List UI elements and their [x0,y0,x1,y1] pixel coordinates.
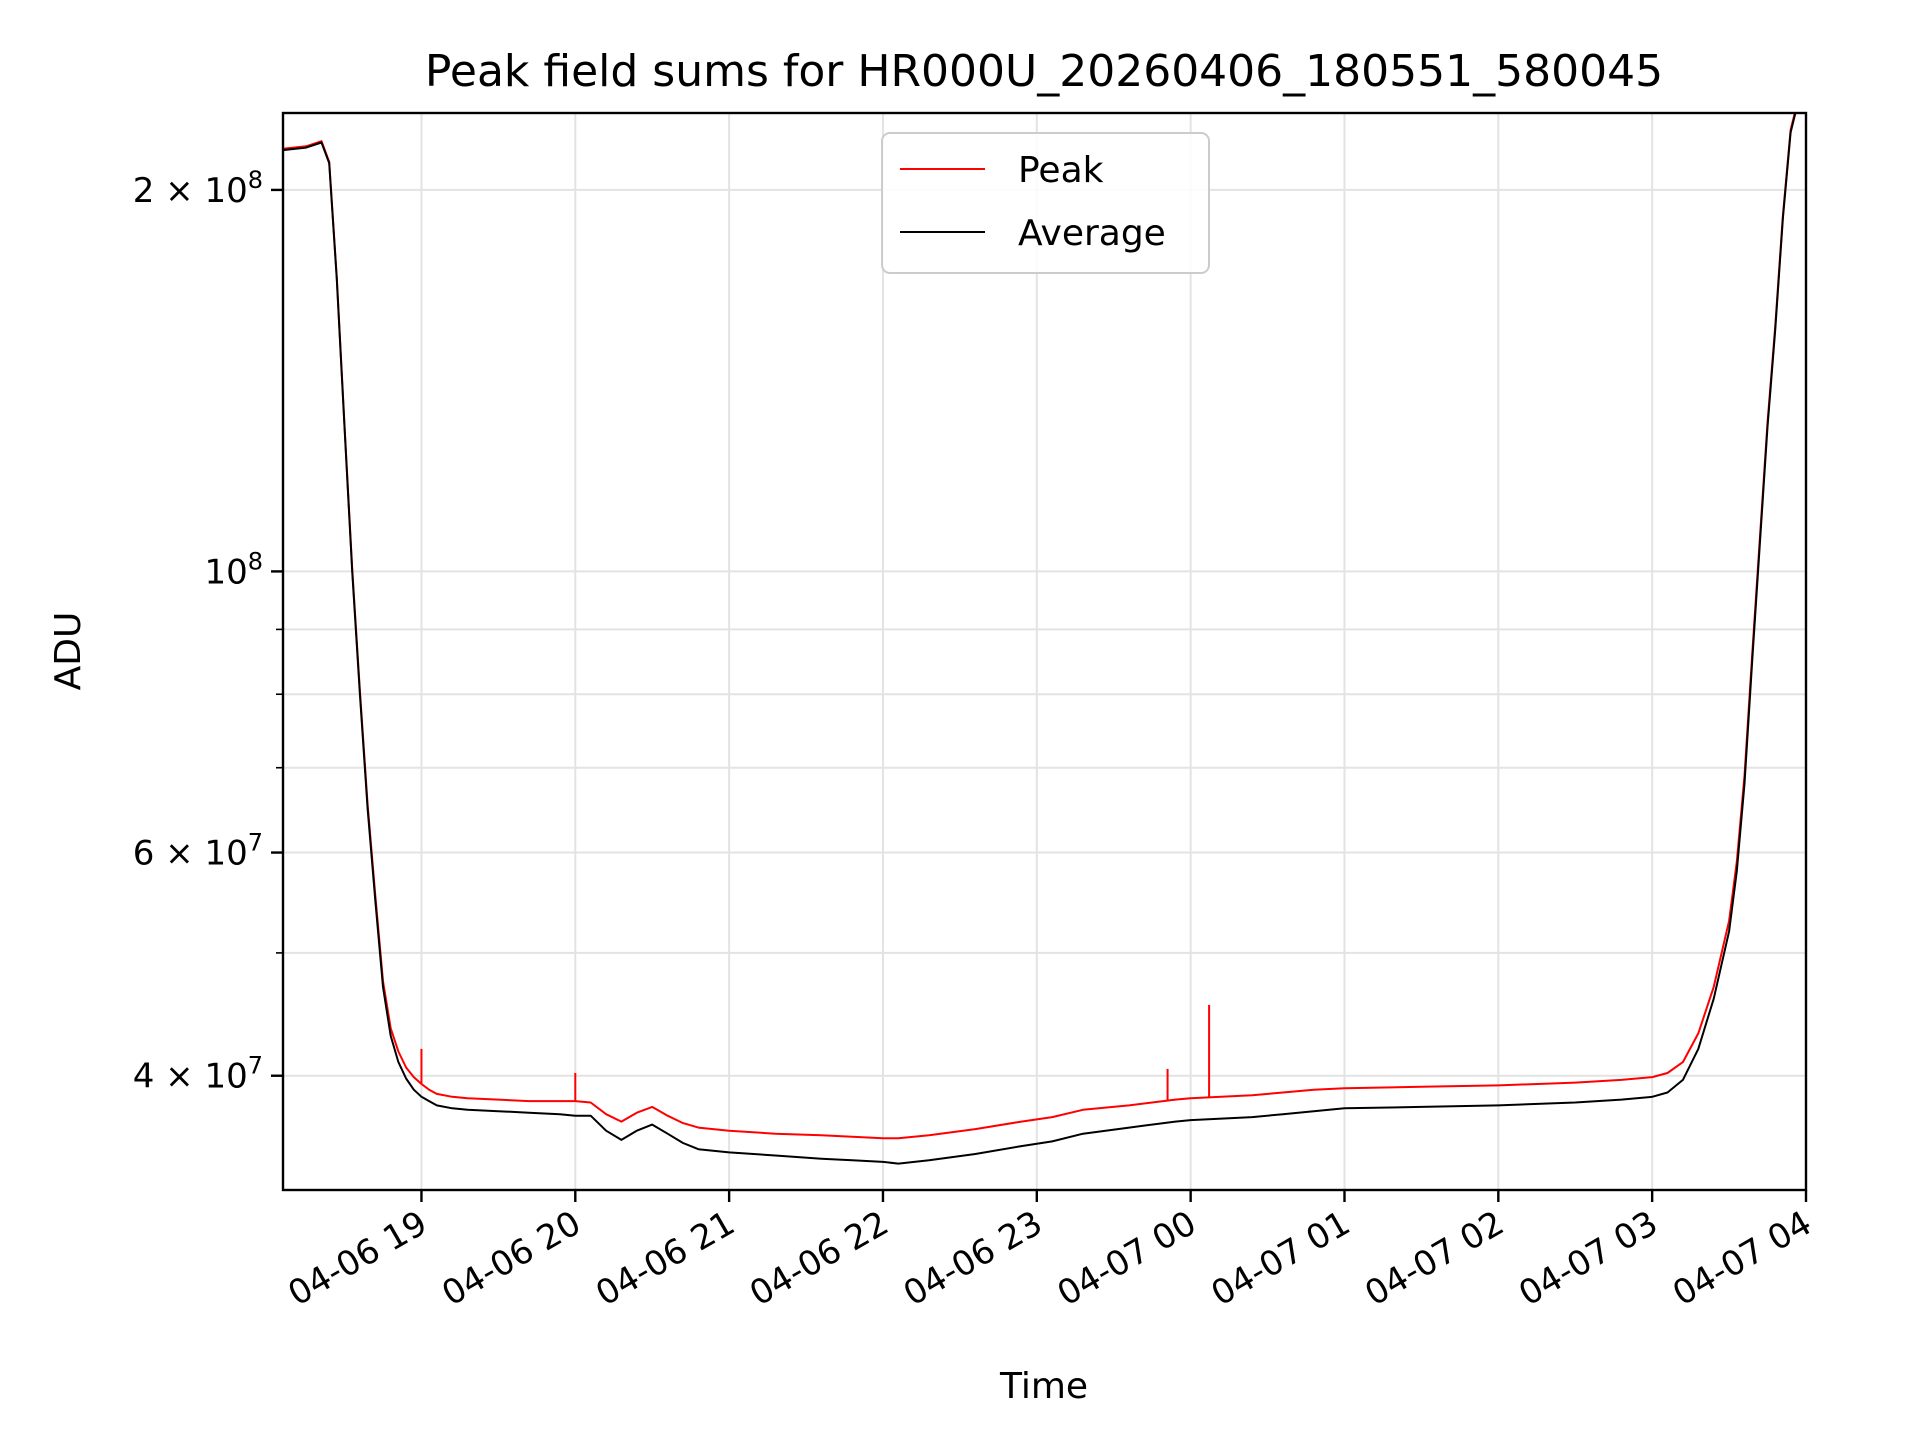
plot-frame [281,111,1808,1192]
legend: Peak Average [881,132,1210,274]
series-line-peak [283,113,1796,1140]
y-tick-label: 2 × 108 [133,166,263,211]
series-layer [283,113,1797,1165]
y-tick-label: 108 [204,547,263,592]
legend-label-peak: Peak [1018,150,1104,191]
grid [283,113,1806,1190]
y-tick-label: 4 × 107 [133,1052,263,1097]
chart-title: Peak field sums for HR000U_20260406_1805… [425,46,1663,97]
series-line-average [283,113,1797,1165]
x-axis-label: Time [999,1366,1088,1407]
y-axis: 4 × 107 6 × 107 108 2 × 108 [133,166,283,1097]
legend-label-average: Average [1018,213,1166,254]
y-axis-label: ADU [48,612,89,691]
y-tick-label: 6 × 107 [133,829,263,874]
